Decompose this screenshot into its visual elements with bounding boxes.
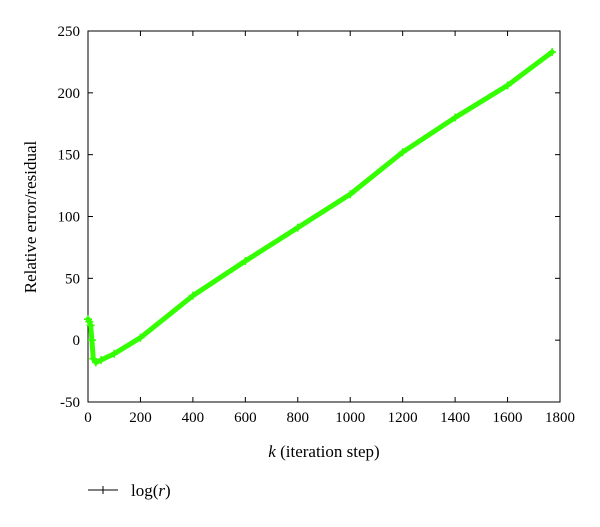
data-point [241,257,250,266]
legend-label-prefix: log( [131,481,159,500]
data-point [85,317,94,326]
x-tick-label: 1200 [388,410,418,426]
data-point [398,148,407,157]
y-tick-label: 150 [58,148,81,164]
legend-label-var: r [158,481,165,500]
series-line [85,49,555,365]
x-tick-label: 1600 [493,410,523,426]
legend-label: log(r) [131,481,171,500]
series-layer [84,48,557,367]
x-axis-label: k (iteration step) [268,442,379,461]
x-axis-label-text: (iteration step) [276,442,380,461]
y-tick-label: 0 [73,333,81,349]
data-point [346,190,355,199]
data-point [87,336,96,345]
x-tick-label: 800 [287,410,310,426]
data-point [503,81,512,90]
data-point [110,349,119,358]
y-tick-label: 200 [58,86,81,102]
data-point [293,223,302,232]
data-point [548,48,557,57]
legend: log(r) [88,481,171,500]
x-axis-label-var: k [268,442,276,461]
data-point [451,113,460,122]
data-point [136,333,145,342]
y-tick-label: -50 [60,395,80,411]
plot-frame [87,30,561,403]
x-tick-label: 200 [129,410,152,426]
x-tick-label: 1800 [545,410,575,426]
legend-label-suffix: ) [165,481,171,500]
x-tick-label: 400 [182,410,205,426]
axis-ticks: 0 200 400 600 800 1000 1200 1400 1600 1800-500501… [58,24,576,426]
data-point [188,291,197,300]
y-tick-label: 100 [58,210,81,226]
x-tick-label: 1000 [335,410,365,426]
y-tick-label: 250 [58,24,81,40]
data-point [97,355,106,364]
y-tick-label: 50 [65,271,80,287]
x-tick-label: 0 [84,410,92,426]
data-point [86,321,95,330]
x-tick-label: 600 [234,410,257,426]
data-point [91,358,100,367]
x-tick-label: 1400 [440,410,470,426]
y-axis-label: Relative error/residual [21,140,40,293]
